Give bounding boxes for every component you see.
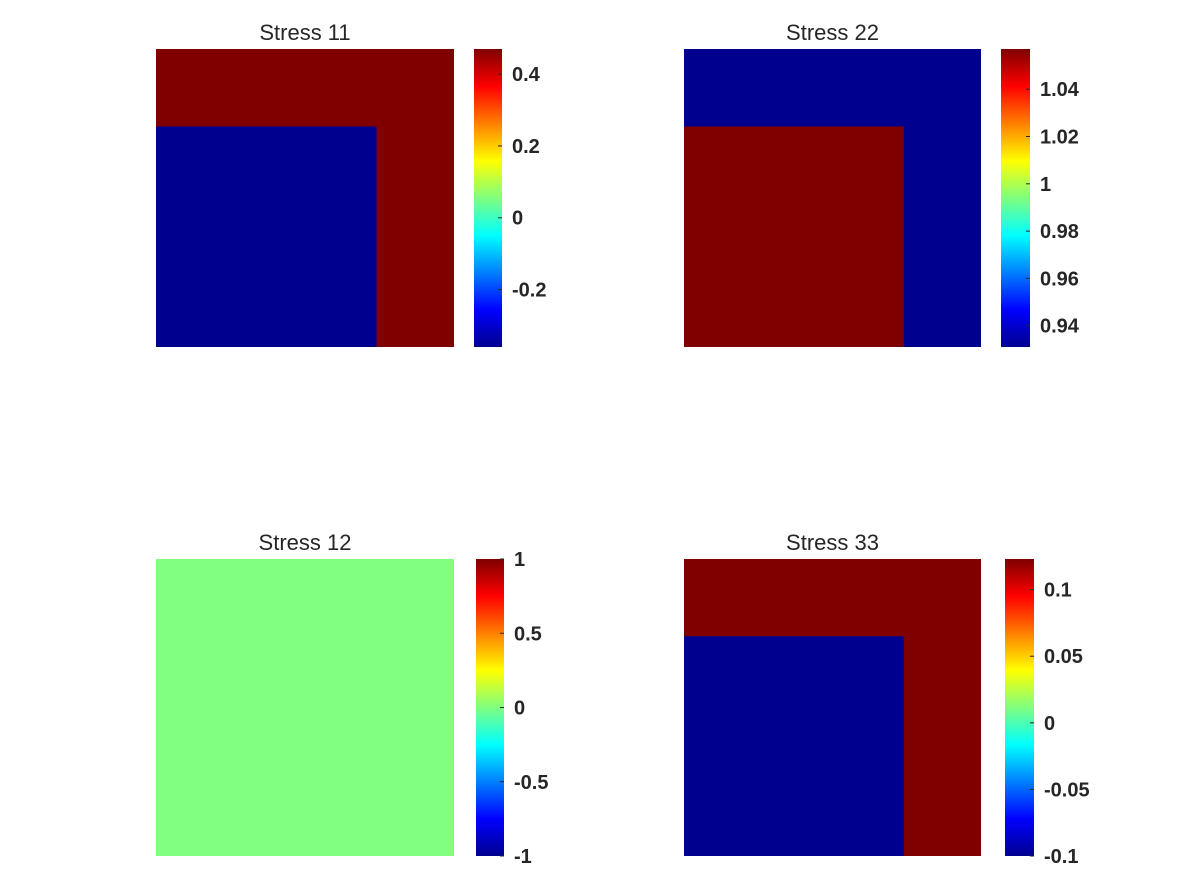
panel-title: Stress 11 [259, 20, 350, 45]
colorbar [1005, 559, 1034, 856]
colorbar-tick-label: 0 [514, 698, 525, 720]
colorbar-tick-label: 1 [1040, 174, 1051, 196]
colorbar-tick-label: 0 [1044, 713, 1055, 735]
field-inclusion [684, 636, 904, 856]
panel-stress-11: Stress 11 0.4 0.2 0 -0.2 [156, 20, 546, 347]
colorbar-tick-label: 1.02 [1040, 127, 1079, 149]
colorbar-tick-label: -1 [514, 846, 532, 868]
colorbar-tick-label: 1.04 [1040, 79, 1080, 101]
colorbar-tick-label: 0.98 [1040, 221, 1079, 243]
panel-stress-12: Stress 12 1 0.5 0 -0.5 -1 [156, 530, 548, 868]
colorbar-tick-label: -0.1 [1044, 846, 1078, 868]
panel-title: Stress 22 [786, 20, 879, 45]
colorbar [476, 559, 504, 856]
colorbar [474, 49, 502, 347]
colorbar-tick-label: -0.5 [514, 772, 548, 794]
panel-stress-33: Stress 33 0.1 0.05 0 -0.05 -0.1 [684, 530, 1090, 868]
panel-stress-22: Stress 22 1.04 1.02 1 0.98 0.96 0.94 [684, 20, 1080, 347]
colorbar-tick-label: 0.5 [514, 623, 542, 645]
colorbar-tick-label: 0.05 [1044, 646, 1083, 668]
colorbar-tick-label: 1 [514, 549, 525, 571]
colorbar-tick-label: 0.94 [1040, 316, 1080, 338]
field-inclusion [156, 636, 377, 856]
panel-title: Stress 33 [786, 530, 879, 555]
colorbar [1001, 49, 1030, 347]
colorbar-tick-label: -0.2 [512, 280, 546, 302]
colorbar-tick-label: 0.96 [1040, 268, 1079, 290]
colorbar-tick-label: -0.05 [1044, 779, 1090, 801]
colorbar-tick-label: 0.2 [512, 136, 540, 158]
colorbar-tick-label: 0.1 [1044, 580, 1072, 602]
colorbar-tick-label: 0.4 [512, 64, 541, 86]
field-inclusion [156, 126, 377, 347]
panel-title: Stress 12 [259, 530, 352, 555]
field-inclusion [684, 126, 904, 347]
colorbar-tick-label: 0 [512, 208, 523, 230]
